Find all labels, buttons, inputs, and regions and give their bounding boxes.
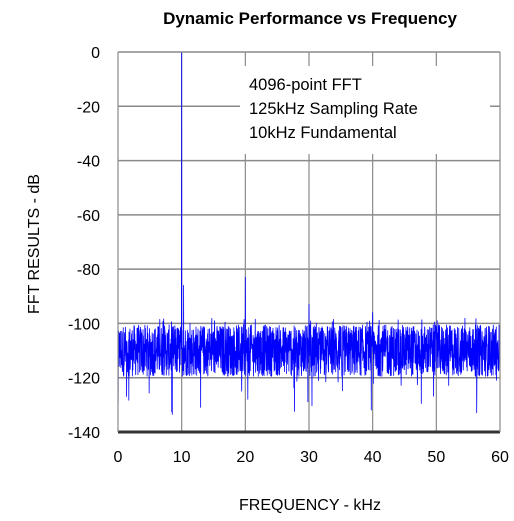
x-tick-label: 40 (364, 449, 382, 466)
x-tick-label: 0 (114, 449, 123, 466)
y-tick-label: -60 (77, 208, 100, 225)
y-tick-label: -100 (68, 316, 100, 333)
fft-series (117, 51, 501, 415)
annotation-box: 4096-point FFT 125kHz Sampling Rate 10kH… (240, 66, 490, 154)
annotation-line-3: 10kHz Fundamental (249, 124, 397, 142)
x-tick-label: 30 (300, 449, 318, 466)
x-axis-label: FREQUENCY - kHz (239, 497, 381, 514)
x-tick-labels: 0 10 20 30 40 50 60 (114, 449, 509, 466)
x-tick-label: 10 (173, 449, 191, 466)
y-tick-label: -120 (68, 371, 100, 388)
x-tick-label: 20 (236, 449, 254, 466)
chart-title: Dynamic Performance vs Frequency (163, 9, 457, 28)
fft-line (117, 51, 501, 415)
annotation-line-2: 125kHz Sampling Rate (249, 100, 418, 118)
y-tick-labels: 0 -20 -40 -60 -80 -100 -120 -140 (68, 45, 100, 442)
y-axis-label: FFT RESULTS - dB (26, 174, 43, 314)
y-tick-label: -20 (77, 99, 100, 116)
annotation-line-1: 4096-point FFT (249, 76, 362, 94)
y-tick-label: -140 (68, 425, 100, 442)
annotation-background (240, 66, 490, 154)
y-tick-label: -40 (77, 154, 100, 171)
y-tick-label: -80 (77, 262, 100, 279)
y-tick-label: 0 (91, 45, 100, 62)
x-tick-label: 50 (427, 449, 445, 466)
x-tick-label: 60 (491, 449, 509, 466)
plot-frame (117, 51, 501, 434)
